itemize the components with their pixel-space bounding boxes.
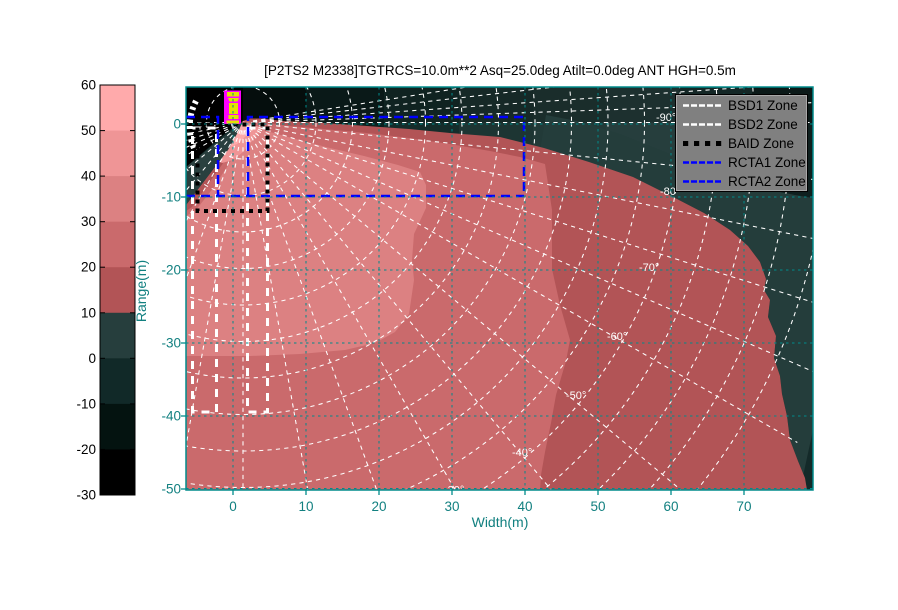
svg-text:BSD1 Zone: BSD1 Zone [728, 98, 798, 113]
svg-text:-30: -30 [161, 336, 181, 351]
svg-text:[P2TS2 M2338]TGTRCS=10.0m**2 A: [P2TS2 M2338]TGTRCS=10.0m**2 Asq=25.0deg… [264, 63, 736, 78]
svg-text:-40°: -40° [512, 447, 532, 459]
svg-text:-20: -20 [76, 442, 96, 457]
svg-text:50: 50 [590, 499, 605, 514]
svg-text:Width(m): Width(m) [472, 514, 529, 530]
svg-text:20: 20 [81, 260, 96, 275]
svg-text:BAID Zone: BAID Zone [728, 136, 794, 151]
svg-text:10: 10 [298, 499, 313, 514]
svg-text:BSD2 Zone: BSD2 Zone [728, 117, 798, 132]
svg-text:-10: -10 [76, 396, 96, 411]
svg-text:0: 0 [88, 351, 96, 366]
svg-text:-20: -20 [161, 263, 181, 278]
svg-text:30: 30 [81, 214, 96, 229]
svg-text:0: 0 [229, 499, 237, 514]
svg-text:20: 20 [371, 499, 386, 514]
svg-text:60: 60 [81, 78, 96, 93]
svg-text:RCTA2 Zone: RCTA2 Zone [728, 174, 806, 189]
svg-text:-70°: -70° [639, 262, 659, 274]
svg-text:-50°: -50° [566, 390, 586, 402]
svg-text:Range(m): Range(m) [133, 260, 149, 322]
svg-text:0: 0 [173, 117, 181, 132]
svg-text:-10: -10 [161, 190, 181, 205]
svg-text:-40: -40 [161, 409, 181, 424]
svg-text:50: 50 [81, 123, 96, 138]
svg-text:10: 10 [81, 305, 96, 320]
svg-text:-60°: -60° [607, 331, 627, 343]
svg-text:-30: -30 [76, 488, 96, 503]
svg-text:RCTA1 Zone: RCTA1 Zone [728, 155, 806, 170]
svg-text:40: 40 [81, 169, 96, 184]
svg-text:60: 60 [663, 499, 678, 514]
svg-text:30: 30 [444, 499, 459, 514]
svg-text:70: 70 [736, 499, 751, 514]
svg-text:-90°: -90° [656, 112, 676, 124]
svg-text:40: 40 [517, 499, 532, 514]
svg-text:-50: -50 [161, 482, 181, 497]
svg-text:-30°: -30° [444, 485, 464, 497]
